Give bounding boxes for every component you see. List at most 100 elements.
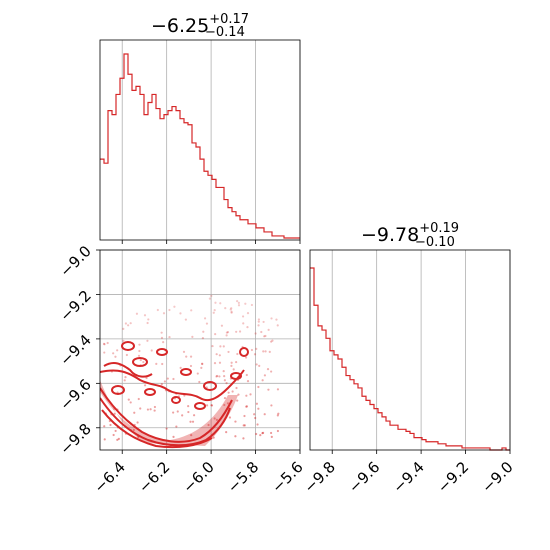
scatter-point — [102, 342, 106, 345]
scatter-point — [125, 353, 128, 357]
scatter-point — [198, 380, 201, 384]
scatter-point — [109, 423, 112, 427]
scatter-point — [270, 317, 273, 320]
scatter-point — [156, 308, 159, 312]
scatter-point — [214, 301, 217, 304]
scatter-point — [226, 402, 230, 405]
scatter-point — [223, 396, 227, 400]
title-plus: +0.19 — [419, 221, 459, 236]
scatter-point — [218, 375, 221, 378]
y-tick-label: −9.6 — [56, 375, 94, 413]
scatter-point — [230, 361, 233, 364]
scatter-point — [264, 334, 267, 338]
histogram-title-x: −6.25+0.17 — [151, 12, 249, 37]
scatter-point — [117, 437, 120, 440]
scatter-point — [227, 391, 230, 394]
contour-island — [194, 402, 206, 410]
x-tick-label: −9.0 — [478, 458, 516, 496]
axes-frame — [309, 249, 511, 451]
scatter-point — [138, 349, 141, 353]
scatter-point — [207, 423, 210, 427]
scatter-point — [137, 354, 141, 357]
scatter-point — [263, 413, 266, 416]
scatter-point — [262, 350, 265, 353]
scatter-point — [219, 302, 222, 305]
scatter-point — [210, 404, 213, 407]
scatter-point — [260, 330, 263, 334]
scatter-point — [264, 350, 267, 353]
scatter-point — [129, 322, 132, 325]
scatter-point — [249, 393, 252, 396]
contour-line — [100, 387, 233, 443]
scatter-point — [253, 353, 257, 356]
scatter-point — [136, 421, 139, 424]
scatter-point — [215, 418, 219, 421]
scatter-point — [254, 416, 257, 420]
scatter-point — [259, 434, 262, 437]
scatter-point — [215, 353, 218, 356]
scatter-point — [185, 355, 188, 358]
scatter-point — [261, 431, 265, 434]
scatter-point — [214, 332, 217, 336]
scatter-point — [257, 320, 260, 323]
scatter-point — [163, 380, 167, 383]
scatter-point — [172, 411, 175, 414]
scatter-point — [245, 405, 248, 408]
scatter-point — [196, 372, 199, 375]
scatter-point — [236, 299, 239, 303]
contour-island — [239, 347, 249, 357]
scatter-point — [257, 324, 260, 327]
scatter-point — [146, 321, 149, 325]
density-contours — [100, 341, 249, 449]
scatter-point — [225, 430, 228, 434]
scatter-point — [250, 348, 254, 352]
scatter-point — [189, 364, 193, 368]
scatter-point — [103, 425, 106, 428]
scatter-point — [172, 435, 175, 438]
scatter-point — [270, 370, 273, 373]
scatter-point — [201, 362, 204, 365]
scatter-point — [213, 417, 216, 420]
scatter-point — [276, 414, 279, 417]
scatter-point — [202, 330, 205, 333]
x-tick-label: −9.8 — [300, 458, 338, 496]
scatter-point — [135, 312, 139, 315]
scatter-point — [103, 343, 106, 346]
scatter-point — [236, 399, 239, 402]
x-ticks — [121, 240, 301, 244]
scatter-point — [162, 341, 165, 344]
scatter-point — [276, 429, 280, 433]
scatter-point — [219, 345, 222, 348]
scatter-point — [242, 437, 245, 440]
x-tick-label: −9.2 — [434, 458, 472, 496]
scatter-point — [173, 305, 176, 308]
contour-island — [111, 385, 125, 395]
scatter-point — [227, 350, 230, 354]
x-tick-label: −6.2 — [135, 458, 173, 496]
scatter-point — [168, 308, 171, 312]
scatter-point — [263, 374, 267, 377]
scatter-point — [216, 374, 219, 378]
scatter-point — [190, 434, 193, 437]
scatter-point — [139, 358, 142, 362]
scatter-point — [205, 322, 209, 325]
scatter-point — [138, 343, 141, 346]
scatter-point — [161, 362, 164, 366]
x-ticks: −9.8 −9.6 −9.4 −9.2 −9.0 — [300, 450, 517, 497]
scatter-point — [243, 414, 246, 418]
x-ticks: −6.4 −6.2 −6.0 −5.8 −5.6 — [90, 450, 307, 497]
scatter-point — [236, 352, 239, 356]
scatter-point — [230, 364, 233, 367]
scatter-point — [179, 366, 182, 369]
scatter-point — [208, 297, 211, 300]
histogram-step-x — [100, 53, 300, 239]
scatter-point — [182, 350, 186, 353]
scatter-point — [122, 327, 125, 331]
scatter-point — [271, 339, 274, 342]
scatter-point — [230, 307, 233, 310]
scatter-point — [230, 310, 233, 313]
scatter-point — [160, 336, 164, 339]
scatter-point — [266, 368, 270, 371]
scatter-point — [106, 341, 109, 345]
